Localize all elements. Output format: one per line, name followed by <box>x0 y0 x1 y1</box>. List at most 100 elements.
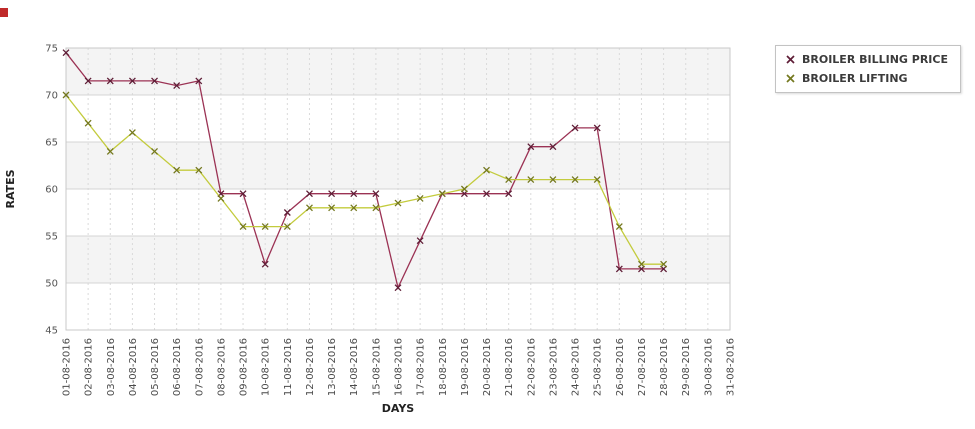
x-marker <box>549 176 557 184</box>
x-marker <box>615 265 623 273</box>
x-tick-label: 24-08-2016 <box>571 338 582 396</box>
x-tick-label: 29-08-2016 <box>681 338 692 396</box>
x-marker <box>638 260 645 268</box>
x-marker <box>527 143 535 151</box>
x-tick-label: 21-08-2016 <box>504 338 515 396</box>
x-marker <box>106 147 114 155</box>
x-tick-label: 30-08-2016 <box>703 338 714 396</box>
legend-label: BROILER LIFTING <box>802 72 908 85</box>
x-marker <box>593 176 601 184</box>
x-tick-label: 12-08-2016 <box>305 338 316 396</box>
x-tick-label: 28-08-2016 <box>659 338 670 396</box>
x-marker <box>62 91 70 99</box>
x-tick-label: 07-08-2016 <box>194 338 205 396</box>
legend-item-broiler-lifting[interactable]: BROILER LIFTING <box>785 72 948 85</box>
x-marker <box>416 194 424 202</box>
x-marker <box>460 185 468 193</box>
series-broiler-lifting <box>62 91 668 268</box>
y-axis-labels: 45 50 55 60 65 70 75 <box>45 44 58 337</box>
x-marker <box>394 284 402 292</box>
plot-border <box>65 47 731 331</box>
x-marker <box>173 166 181 174</box>
x-marker <box>261 260 269 268</box>
x-axis-title: DAYS <box>382 402 415 415</box>
red-corner-mark <box>0 8 8 17</box>
x-marker <box>151 77 158 85</box>
x-axis-labels: 01-08-2016 02-08-2016 03-08-2016 04-08-2016… <box>62 338 737 396</box>
x-marker <box>283 223 291 231</box>
x-marker <box>483 190 490 198</box>
x-marker <box>328 190 336 198</box>
x-tick-label: 25-08-2016 <box>593 338 604 396</box>
x-marker <box>350 190 358 198</box>
x-tick-label: 10-08-2016 <box>261 338 272 396</box>
x-tick-label: 31-08-2016 <box>726 338 737 396</box>
x-tick-label: 22-08-2016 <box>526 338 537 396</box>
x-marker <box>239 190 247 198</box>
x-marker <box>571 124 579 132</box>
x-marker <box>173 82 181 90</box>
series-broiler-billing-price <box>62 49 668 292</box>
x-marker <box>483 166 490 174</box>
x-marker <box>328 204 336 212</box>
x-marker <box>438 190 446 198</box>
x-tick-label: 20-08-2016 <box>482 338 493 396</box>
x-tick-label: 04-08-2016 <box>128 338 139 396</box>
x-tick-label: 08-08-2016 <box>216 338 227 396</box>
x-marker <box>372 204 380 212</box>
x-marker <box>660 260 668 268</box>
x-marker <box>106 77 114 85</box>
x-tick-label: 14-08-2016 <box>349 338 360 396</box>
x-marker <box>128 77 136 85</box>
x-marker <box>239 223 247 231</box>
y-tick-label: 50 <box>45 279 58 290</box>
x-tick-label: 05-08-2016 <box>150 338 161 396</box>
x-marker <box>372 190 380 198</box>
legend-item-broiler-billing-price[interactable]: BROILER BILLING PRICE <box>785 53 948 66</box>
y-tick-label: 70 <box>45 91 58 102</box>
x-marker <box>394 199 402 207</box>
x-tick-label: 27-08-2016 <box>637 338 648 396</box>
x-tick-label: 26-08-2016 <box>615 338 626 396</box>
x-marker-icon <box>786 74 795 83</box>
y-tick-label: 45 <box>45 326 58 337</box>
x-marker <box>350 204 358 212</box>
x-tick-label: 19-08-2016 <box>460 338 471 396</box>
x-tick-label: 23-08-2016 <box>548 338 559 396</box>
y-axis-title: RATES <box>4 169 17 208</box>
x-tick-label: 06-08-2016 <box>172 338 183 396</box>
y-tick-label: 60 <box>45 185 58 196</box>
legend-label: BROILER BILLING PRICE <box>802 53 948 66</box>
y-tick-label: 55 <box>45 232 58 243</box>
x-marker <box>283 209 291 216</box>
x-tick-label: 15-08-2016 <box>371 338 382 396</box>
x-marker <box>571 176 579 184</box>
x-tick-label: 18-08-2016 <box>438 338 449 396</box>
x-marker <box>128 129 136 137</box>
x-marker <box>151 147 158 155</box>
x-tick-label: 01-08-2016 <box>62 338 73 396</box>
x-marker <box>195 166 203 174</box>
x-marker <box>306 190 313 198</box>
x-marker <box>217 194 225 202</box>
x-marker <box>416 237 424 245</box>
x-tick-label: 03-08-2016 <box>106 338 117 396</box>
x-marker <box>593 124 601 132</box>
x-marker <box>261 223 269 231</box>
x-tick-label: 16-08-2016 <box>394 338 405 396</box>
x-marker <box>505 176 513 184</box>
x-marker-icon <box>786 55 795 64</box>
x-marker <box>84 119 92 127</box>
x-marker <box>306 204 313 212</box>
x-marker <box>527 176 535 184</box>
y-tick-label: 65 <box>45 138 58 149</box>
x-tick-label: 17-08-2016 <box>416 338 427 396</box>
y-tick-label: 75 <box>45 44 58 55</box>
legend: BROILER BILLING PRICE BROILER LIFTING <box>775 45 961 93</box>
x-tick-label: 09-08-2016 <box>239 338 250 396</box>
x-tick-label: 02-08-2016 <box>84 338 95 396</box>
x-marker <box>505 190 513 198</box>
x-tick-label: 11-08-2016 <box>283 338 294 396</box>
